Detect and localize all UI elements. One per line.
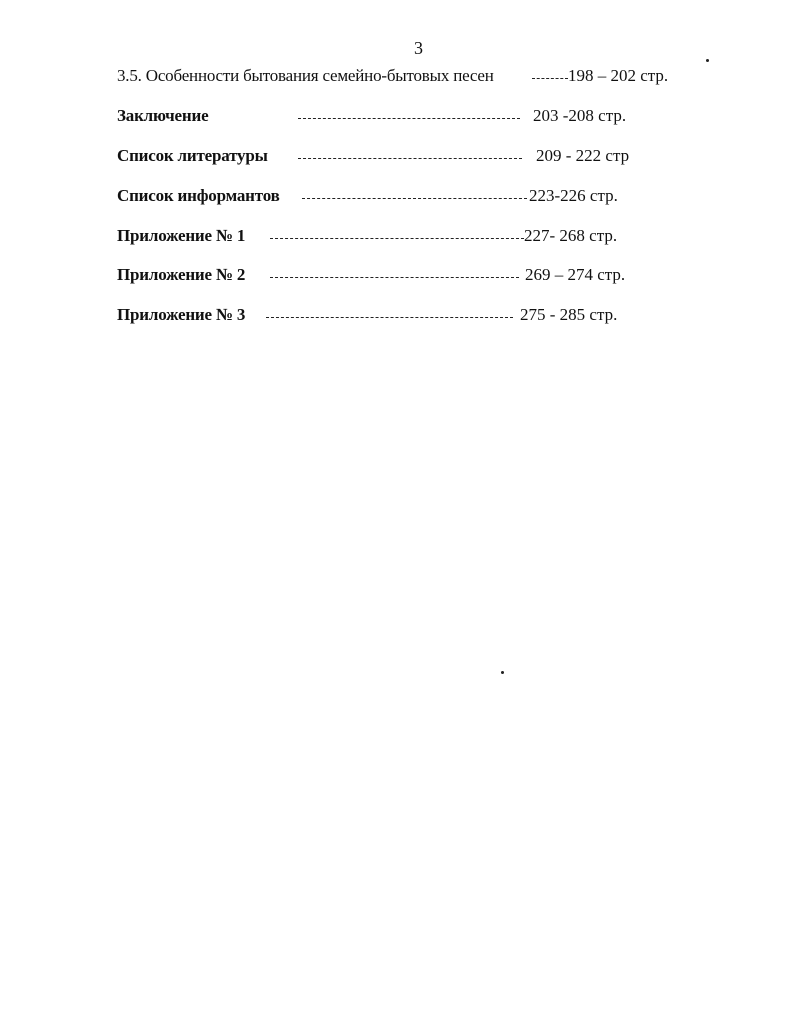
- dot-leader: [270, 277, 519, 278]
- toc-entry-label: Приложение № 2: [117, 265, 246, 284]
- toc-entry-pages: 209 - 222 стр: [536, 146, 630, 165]
- scan-speck: [501, 671, 504, 674]
- toc-entry-label: Заключение: [117, 106, 209, 125]
- dot-leader: [532, 78, 568, 79]
- toc-entry-label: Список информантов: [117, 186, 280, 205]
- dot-leader: [298, 158, 522, 159]
- page-number: 3: [414, 38, 423, 58]
- toc-entry-pages: 223-226 стр.: [529, 186, 618, 205]
- toc-entry-label: Приложение № 3: [117, 305, 246, 324]
- toc-entry-label: 3.5. Особенности бытования семейно-бытов…: [117, 66, 494, 85]
- toc-entry-pages: 269 – 274 стр.: [525, 265, 626, 284]
- dot-leader: [298, 118, 520, 119]
- toc-entry-pages: 203 -208 стр.: [533, 106, 627, 125]
- scan-speck: [706, 59, 709, 62]
- toc-entry-label: Приложение № 1: [117, 226, 246, 245]
- toc-entry-pages: 198 – 202 стр.: [568, 66, 669, 85]
- dot-leader: [270, 238, 524, 239]
- dot-leader: [302, 198, 527, 199]
- toc-entry-pages: 227- 268 стр.: [524, 226, 618, 245]
- toc-entry-pages: 275 - 285 стр.: [520, 305, 618, 324]
- dot-leader: [266, 317, 513, 318]
- toc-entry-label: Список литературы: [117, 146, 268, 165]
